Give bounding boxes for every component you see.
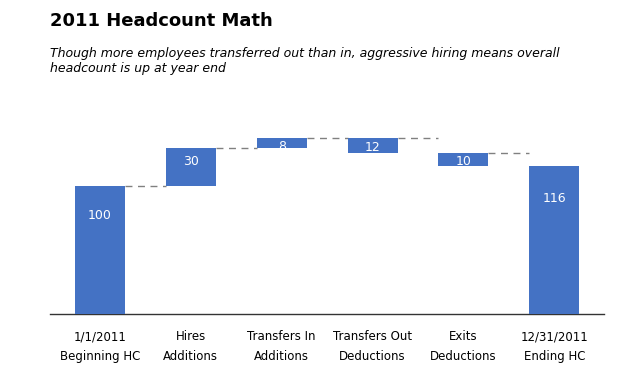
- Text: Beginning HC: Beginning HC: [60, 350, 140, 363]
- Text: 1/1/2011: 1/1/2011: [74, 330, 126, 343]
- Text: Hires: Hires: [176, 330, 206, 343]
- Text: 10: 10: [455, 155, 472, 169]
- Text: Transfers Out: Transfers Out: [333, 330, 412, 343]
- Text: Exits: Exits: [449, 330, 478, 343]
- Text: 8: 8: [278, 140, 285, 152]
- Text: 12/31/2011: 12/31/2011: [520, 330, 588, 343]
- Text: Ending HC: Ending HC: [523, 350, 585, 363]
- Text: Additions: Additions: [163, 350, 218, 363]
- Text: 116: 116: [543, 192, 566, 205]
- Text: Deductions: Deductions: [339, 350, 406, 363]
- Text: 12: 12: [364, 141, 381, 154]
- Text: Additions: Additions: [254, 350, 309, 363]
- Text: 30: 30: [183, 155, 199, 168]
- Bar: [348, 138, 397, 153]
- Bar: [257, 138, 307, 148]
- Text: Deductions: Deductions: [430, 350, 497, 363]
- Bar: [166, 148, 216, 186]
- Bar: [439, 153, 488, 166]
- Text: 2011 Headcount Math: 2011 Headcount Math: [50, 12, 273, 30]
- Text: Though more employees transferred out than in, aggressive hiring means overall
h: Though more employees transferred out th…: [50, 47, 559, 75]
- Bar: [75, 186, 125, 314]
- Bar: [530, 166, 579, 314]
- Text: 100: 100: [88, 209, 112, 222]
- Text: Transfers In: Transfers In: [247, 330, 316, 343]
